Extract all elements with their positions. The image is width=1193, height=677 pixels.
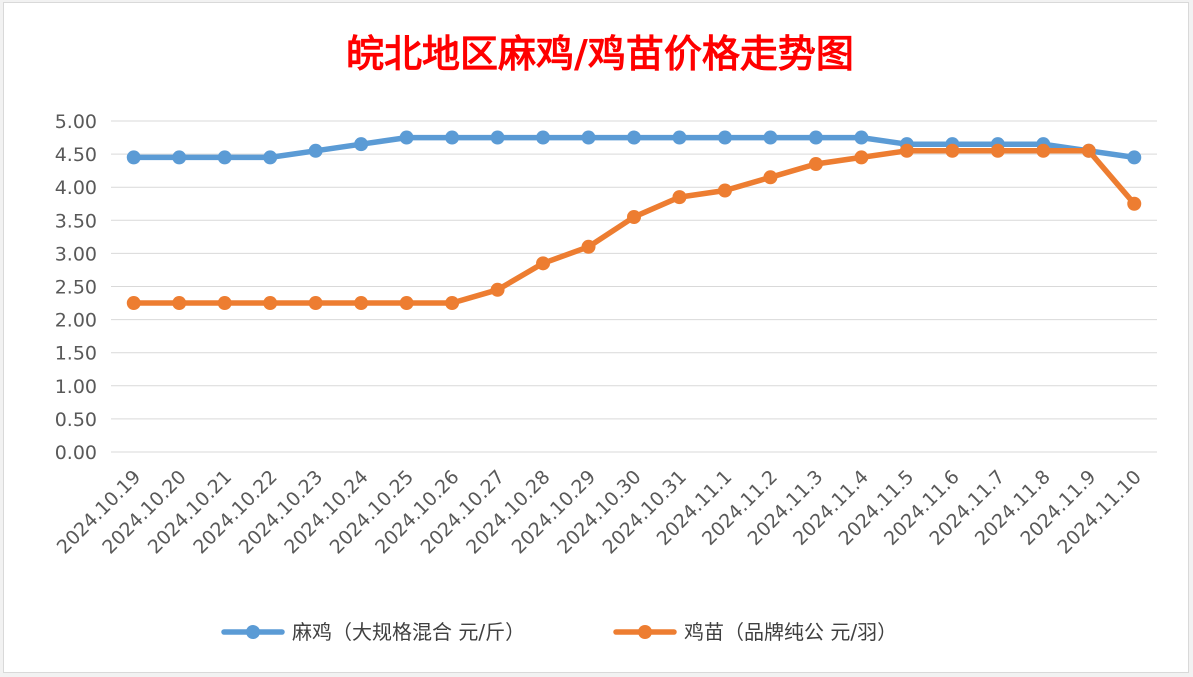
y-tick-label: 0.50 xyxy=(55,409,97,431)
data-point xyxy=(217,150,232,165)
data-point xyxy=(672,130,687,145)
data-point xyxy=(536,130,551,145)
data-point xyxy=(1127,196,1142,211)
data-point xyxy=(899,143,914,158)
y-tick-label: 4.50 xyxy=(55,144,97,166)
y-tick-label: 3.50 xyxy=(55,210,97,232)
data-point xyxy=(490,282,505,297)
data-point xyxy=(581,239,596,254)
data-point xyxy=(672,190,687,205)
data-point xyxy=(854,150,869,165)
data-point xyxy=(172,150,187,165)
data-point xyxy=(354,137,369,152)
data-point xyxy=(445,130,460,145)
data-point xyxy=(399,130,414,145)
data-point xyxy=(763,170,778,185)
data-point xyxy=(263,150,278,165)
data-point xyxy=(126,296,141,311)
data-point xyxy=(717,183,732,198)
legend-item-2: 鸡苗（品牌纯公 元/羽） xyxy=(613,620,897,644)
data-point xyxy=(399,296,414,311)
y-tick-label: 0.00 xyxy=(55,442,97,464)
data-point xyxy=(808,157,823,172)
chart-title: 皖北地区麻鸡/鸡苗价格走势图 xyxy=(346,31,854,76)
data-point xyxy=(490,130,505,145)
data-point xyxy=(217,296,232,311)
data-point xyxy=(581,130,596,145)
y-tick-label: 4.00 xyxy=(55,177,97,199)
y-tick-label: 1.50 xyxy=(55,343,97,365)
data-point xyxy=(627,209,641,224)
series-line xyxy=(130,148,1138,306)
data-point xyxy=(263,296,278,311)
legend: 麻鸡（大规格混合 元/斤） 鸡苗（品牌纯公 元/羽） xyxy=(221,620,897,644)
y-tick-label: 5.00 xyxy=(55,111,97,133)
data-point xyxy=(763,130,778,145)
legend-item-1: 麻鸡（大规格混合 元/斤） xyxy=(221,620,525,644)
data-point xyxy=(1127,150,1142,165)
data-point xyxy=(808,130,823,145)
legend-marker xyxy=(246,625,260,639)
data-point xyxy=(308,143,323,158)
y-tick-label: 3.00 xyxy=(55,243,97,265)
x-axis-ticks: 2024.10.192024.10.202024.10.212024.10.22… xyxy=(53,466,1146,558)
data-point xyxy=(1081,143,1096,158)
data-point xyxy=(854,130,869,145)
legend-label: 鸡苗（品牌纯公 元/羽） xyxy=(684,620,897,644)
data-point xyxy=(308,296,323,311)
data-point xyxy=(717,130,732,145)
series-1 xyxy=(126,130,1142,165)
data-point xyxy=(1036,143,1051,158)
data-point xyxy=(627,130,641,145)
y-tick-label: 2.00 xyxy=(55,310,97,332)
data-point xyxy=(172,296,187,311)
chart-area: 皖北地区麻鸡/鸡苗价格走势图 0.00 0.50 1.00 1.50 2.00 2.50 3… xyxy=(3,2,1189,673)
price-trend-chart: 皖北地区麻鸡/鸡苗价格走势图 0.00 0.50 1.00 1.50 2.00 2.50 3… xyxy=(53,31,1157,644)
legend-marker xyxy=(638,625,652,639)
data-point xyxy=(990,143,1005,158)
series-2 xyxy=(126,143,1142,311)
series-layer xyxy=(126,130,1142,311)
data-point xyxy=(126,150,141,165)
legend-label: 麻鸡（大规格混合 元/斤） xyxy=(292,620,525,644)
y-axis-ticks: 0.00 0.50 1.00 1.50 2.00 2.50 3.00 3.50 4.00 4.50… xyxy=(55,111,97,464)
data-point xyxy=(445,296,460,311)
data-point xyxy=(354,296,369,311)
y-tick-label: 2.50 xyxy=(55,277,97,299)
data-point xyxy=(945,143,960,158)
y-tick-label: 1.00 xyxy=(55,376,97,398)
gridlines xyxy=(111,120,1157,453)
data-point xyxy=(536,256,551,271)
